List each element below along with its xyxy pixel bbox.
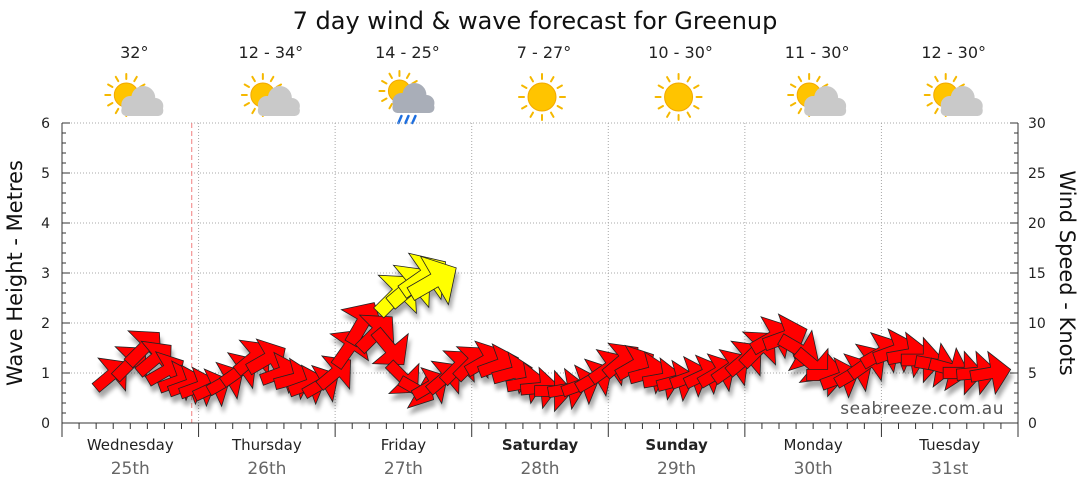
wind-gust-arrow xyxy=(406,255,457,306)
y-tick-label-right: 10 xyxy=(1028,316,1046,332)
y-tick-label-left: 2 xyxy=(41,316,50,332)
wind-arrows xyxy=(91,252,1012,413)
day-temperature: 10 - 30° xyxy=(648,43,713,62)
x-day-label: Wednesday xyxy=(87,436,174,454)
y-axis-left-label: Wave Height - Metres xyxy=(3,160,27,386)
partly-cloudy-icon xyxy=(104,73,164,117)
day-temperature: 11 - 30° xyxy=(785,43,850,62)
y-tick-label-right: 30 xyxy=(1028,116,1046,132)
y-tick-label-right: 0 xyxy=(1028,416,1037,432)
brand-watermark: seabreeze.com.au xyxy=(840,399,1004,419)
sunny-icon xyxy=(654,73,703,121)
x-axis-labels: Wednesday 25th Thursday 26th Friday 27th Satur… xyxy=(87,436,980,479)
wind-arrow xyxy=(969,350,1012,396)
x-date-label: 27th xyxy=(384,459,423,479)
wind-arrow xyxy=(370,326,409,366)
x-day-label: Friday xyxy=(381,436,427,454)
day-temperature: 7 - 27° xyxy=(517,43,571,62)
x-day-label: Thursday xyxy=(231,436,302,454)
y-tick-label-left: 3 xyxy=(41,266,50,282)
x-date-label: 25th xyxy=(111,459,150,479)
rain-shower-icon xyxy=(378,70,435,125)
x-day-label: Monday xyxy=(784,436,843,454)
y-tick-label-right: 25 xyxy=(1028,166,1046,182)
partly-cloudy-icon xyxy=(923,73,983,117)
x-day-label: Tuesday xyxy=(918,436,980,454)
x-date-label: 29th xyxy=(657,459,696,479)
sunny-icon xyxy=(518,73,566,121)
x-date-label: 31st xyxy=(931,459,968,479)
y-tick-label-right: 5 xyxy=(1028,366,1037,382)
x-day-label: Sunday xyxy=(645,436,708,454)
axes: 0 1 2 3 4 5 6 0 5 10 15 20 25 30 xyxy=(41,116,1046,437)
day-temperature: 12 - 34° xyxy=(239,43,304,62)
y-tick-label-right: 20 xyxy=(1028,216,1046,232)
x-date-label: 30th xyxy=(794,459,833,479)
day-temperature: 32° xyxy=(120,43,148,62)
x-date-label: 28th xyxy=(520,459,559,479)
y-tick-label-right: 15 xyxy=(1028,266,1046,282)
y-tick-label-left: 1 xyxy=(41,366,50,382)
chart-title: 7 day wind & wave forecast for Greenup xyxy=(293,7,778,35)
y-tick-label-left: 4 xyxy=(41,216,50,232)
day-temperature: 12 - 30° xyxy=(921,43,986,62)
day-temperature: 14 - 25° xyxy=(375,43,440,62)
y-axis-right-label: Wind Speed - Knots xyxy=(1055,170,1079,375)
partly-cloudy-icon xyxy=(787,73,847,117)
y-tick-label-left: 6 xyxy=(41,116,50,132)
x-day-label: Saturday xyxy=(502,436,579,454)
y-tick-label-left: 0 xyxy=(41,416,50,432)
y-tick-label-left: 5 xyxy=(41,166,50,182)
weather-row: 32° 12 - 34° 14 - 25° 7 - 27° 10 - 30° 11 - 3… xyxy=(104,43,986,125)
x-date-label: 26th xyxy=(247,459,286,479)
wind-arrow xyxy=(287,364,327,406)
partly-cloudy-icon xyxy=(240,73,300,117)
